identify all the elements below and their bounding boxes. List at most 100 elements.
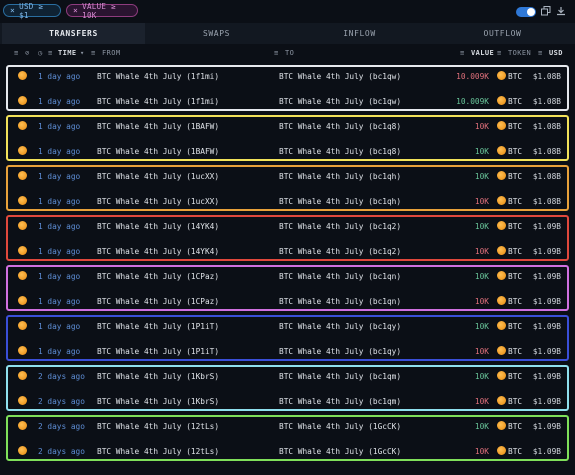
- token-cell[interactable]: BTC: [508, 222, 523, 231]
- table-row[interactable]: 1 day ago BTC Whale 4th July (14YK4) BTC W…: [0, 214, 575, 239]
- table-row[interactable]: 2 days ago BTC Whale 4th July (12tLs) BTC …: [0, 414, 575, 439]
- to-entity-link[interactable]: BTC Whale 4th July (bc1qh): [279, 172, 402, 181]
- token-cell[interactable]: BTC: [508, 197, 523, 206]
- time-cell[interactable]: 1 day ago: [38, 322, 81, 331]
- from-entity-link[interactable]: BTC Whale 4th July (1P1iT): [97, 347, 220, 356]
- time-cell[interactable]: 2 days ago: [38, 397, 85, 406]
- to-entity-link[interactable]: BTC Whale 4th July (bc1qn): [279, 272, 402, 281]
- to-entity-link[interactable]: BTC Whale 4th July (bc1q2): [279, 222, 402, 231]
- time-cell[interactable]: 1 day ago: [38, 172, 81, 181]
- from-entity-link[interactable]: BTC Whale 4th July (12tLs): [97, 447, 220, 456]
- filter-icon[interactable]: ≡: [91, 49, 96, 57]
- from-entity-link[interactable]: BTC Whale 4th July (14YK4): [97, 222, 220, 231]
- from-entity-link[interactable]: BTC Whale 4th July (1BAFW): [97, 147, 220, 156]
- time-cell[interactable]: 1 day ago: [38, 297, 81, 306]
- table-row[interactable]: 1 day ago BTC Whale 4th July (1BAFW) BTC W…: [0, 139, 575, 164]
- table-row[interactable]: 1 day ago BTC Whale 4th July (14YK4) BTC W…: [0, 239, 575, 264]
- token-cell[interactable]: BTC: [508, 72, 523, 81]
- table-row[interactable]: 2 days ago BTC Whale 4th July (1KbrS) BTC …: [0, 364, 575, 389]
- time-cell[interactable]: 1 day ago: [38, 197, 81, 206]
- filter-icon[interactable]: ≡: [48, 49, 53, 57]
- table-row[interactable]: 2 days ago BTC Whale 4th July (12tLs) BTC …: [0, 439, 575, 464]
- time-cell[interactable]: 1 day ago: [38, 72, 81, 81]
- from-entity-link[interactable]: BTC Whale 4th July (1f1mi): [97, 72, 220, 81]
- download-icon[interactable]: [556, 6, 566, 16]
- token-cell[interactable]: BTC: [508, 172, 523, 181]
- to-entity-link[interactable]: BTC Whale 4th July (bc1q2): [279, 247, 402, 256]
- link-icon[interactable]: ⊘: [25, 49, 30, 57]
- tab-swaps[interactable]: SWAPS: [202, 29, 231, 38]
- token-cell[interactable]: BTC: [508, 347, 523, 356]
- token-cell[interactable]: BTC: [508, 447, 523, 456]
- from-entity-link[interactable]: BTC Whale 4th July (12tLs): [97, 422, 220, 431]
- table-row[interactable]: 1 day ago BTC Whale 4th July (1P1iT) BTC W…: [0, 314, 575, 339]
- token-cell[interactable]: BTC: [508, 97, 523, 106]
- to-entity-link[interactable]: BTC Whale 4th July (bc1qy): [279, 347, 402, 356]
- from-entity-link[interactable]: BTC Whale 4th July (1CPaz): [97, 297, 220, 306]
- from-column-header[interactable]: FROM: [102, 49, 121, 57]
- toggle-switch[interactable]: [516, 7, 536, 17]
- token-cell[interactable]: BTC: [508, 372, 523, 381]
- to-entity-link[interactable]: BTC Whale 4th July (1GcCK): [279, 447, 402, 456]
- time-cell[interactable]: 1 day ago: [38, 247, 81, 256]
- tab-transfers[interactable]: TRANSFERS: [2, 23, 145, 44]
- to-column-header[interactable]: TO: [285, 49, 295, 57]
- value-filter-chip[interactable]: × VALUE ≥ 10K: [66, 2, 138, 20]
- table-row[interactable]: 1 day ago BTC Whale 4th July (1BAFW) BTC W…: [0, 114, 575, 139]
- filter-icon[interactable]: ≡: [274, 49, 279, 57]
- to-entity-link[interactable]: BTC Whale 4th July (bc1qm): [279, 372, 402, 381]
- from-entity-link[interactable]: BTC Whale 4th July (1KbrS): [97, 397, 220, 406]
- filter-icon[interactable]: ≡: [497, 49, 502, 57]
- from-entity-link[interactable]: BTC Whale 4th July (1KbrS): [97, 372, 220, 381]
- table-row[interactable]: 1 day ago BTC Whale 4th July (1CPaz) BTC W…: [0, 264, 575, 289]
- usd-filter-chip[interactable]: × USD ≥ $1: [3, 2, 61, 20]
- to-entity-link[interactable]: BTC Whale 4th July (bc1qw): [279, 97, 402, 106]
- table-row[interactable]: 1 day ago BTC Whale 4th July (1f1mi) BTC W…: [0, 64, 575, 89]
- tab-inflow[interactable]: INFLOW: [343, 29, 376, 38]
- tab-outflow[interactable]: OUTFLOW: [483, 29, 522, 38]
- to-entity-link[interactable]: BTC Whale 4th July (bc1qw): [279, 72, 402, 81]
- value-column-header[interactable]: VALUE: [471, 49, 495, 57]
- table-row[interactable]: 1 day ago BTC Whale 4th July (1f1mi) BTC W…: [0, 89, 575, 114]
- table-row[interactable]: 2 days ago BTC Whale 4th July (1KbrS) BTC …: [0, 389, 575, 414]
- token-cell[interactable]: BTC: [508, 122, 523, 131]
- token-cell[interactable]: BTC: [508, 247, 523, 256]
- table-row[interactable]: 1 day ago BTC Whale 4th July (1ucXX) BTC W…: [0, 189, 575, 214]
- sort-down-icon[interactable]: ▾: [80, 49, 85, 57]
- time-cell[interactable]: 1 day ago: [38, 122, 81, 131]
- token-cell[interactable]: BTC: [508, 397, 523, 406]
- token-cell[interactable]: BTC: [508, 297, 523, 306]
- token-cell[interactable]: BTC: [508, 147, 523, 156]
- time-cell[interactable]: 1 day ago: [38, 347, 81, 356]
- time-cell[interactable]: 1 day ago: [38, 147, 81, 156]
- to-entity-link[interactable]: BTC Whale 4th July (bc1qn): [279, 297, 402, 306]
- time-cell[interactable]: 1 day ago: [38, 97, 81, 106]
- from-entity-link[interactable]: BTC Whale 4th July (1BAFW): [97, 122, 220, 131]
- close-icon[interactable]: ×: [73, 6, 79, 15]
- table-row[interactable]: 1 day ago BTC Whale 4th July (1P1iT) BTC W…: [0, 339, 575, 364]
- clock-icon[interactable]: ◷: [38, 49, 43, 57]
- to-entity-link[interactable]: BTC Whale 4th July (bc1qh): [279, 197, 402, 206]
- token-cell[interactable]: BTC: [508, 322, 523, 331]
- table-row[interactable]: 1 day ago BTC Whale 4th July (1CPaz) BTC W…: [0, 289, 575, 314]
- from-entity-link[interactable]: BTC Whale 4th July (1CPaz): [97, 272, 220, 281]
- to-entity-link[interactable]: BTC Whale 4th July (1GcCK): [279, 422, 402, 431]
- to-entity-link[interactable]: BTC Whale 4th July (bc1qy): [279, 322, 402, 331]
- close-icon[interactable]: ×: [10, 6, 16, 15]
- copy-icon[interactable]: [541, 6, 551, 16]
- filter-icon[interactable]: ≡: [460, 49, 465, 57]
- usd-column-header[interactable]: USD: [549, 49, 563, 57]
- from-entity-link[interactable]: BTC Whale 4th July (1ucXX): [97, 172, 220, 181]
- token-column-header[interactable]: TOKEN: [508, 49, 532, 57]
- time-cell[interactable]: 1 day ago: [38, 272, 81, 281]
- time-cell[interactable]: 2 days ago: [38, 447, 85, 456]
- to-entity-link[interactable]: BTC Whale 4th July (bc1qm): [279, 397, 402, 406]
- time-cell[interactable]: 2 days ago: [38, 372, 85, 381]
- filter-icon[interactable]: ≡: [14, 49, 19, 57]
- token-cell[interactable]: BTC: [508, 422, 523, 431]
- filter-icon[interactable]: ≡: [538, 49, 543, 57]
- time-column-header[interactable]: TIME: [58, 49, 77, 57]
- time-cell[interactable]: 2 days ago: [38, 422, 85, 431]
- time-cell[interactable]: 1 day ago: [38, 222, 81, 231]
- from-entity-link[interactable]: BTC Whale 4th July (1ucXX): [97, 197, 220, 206]
